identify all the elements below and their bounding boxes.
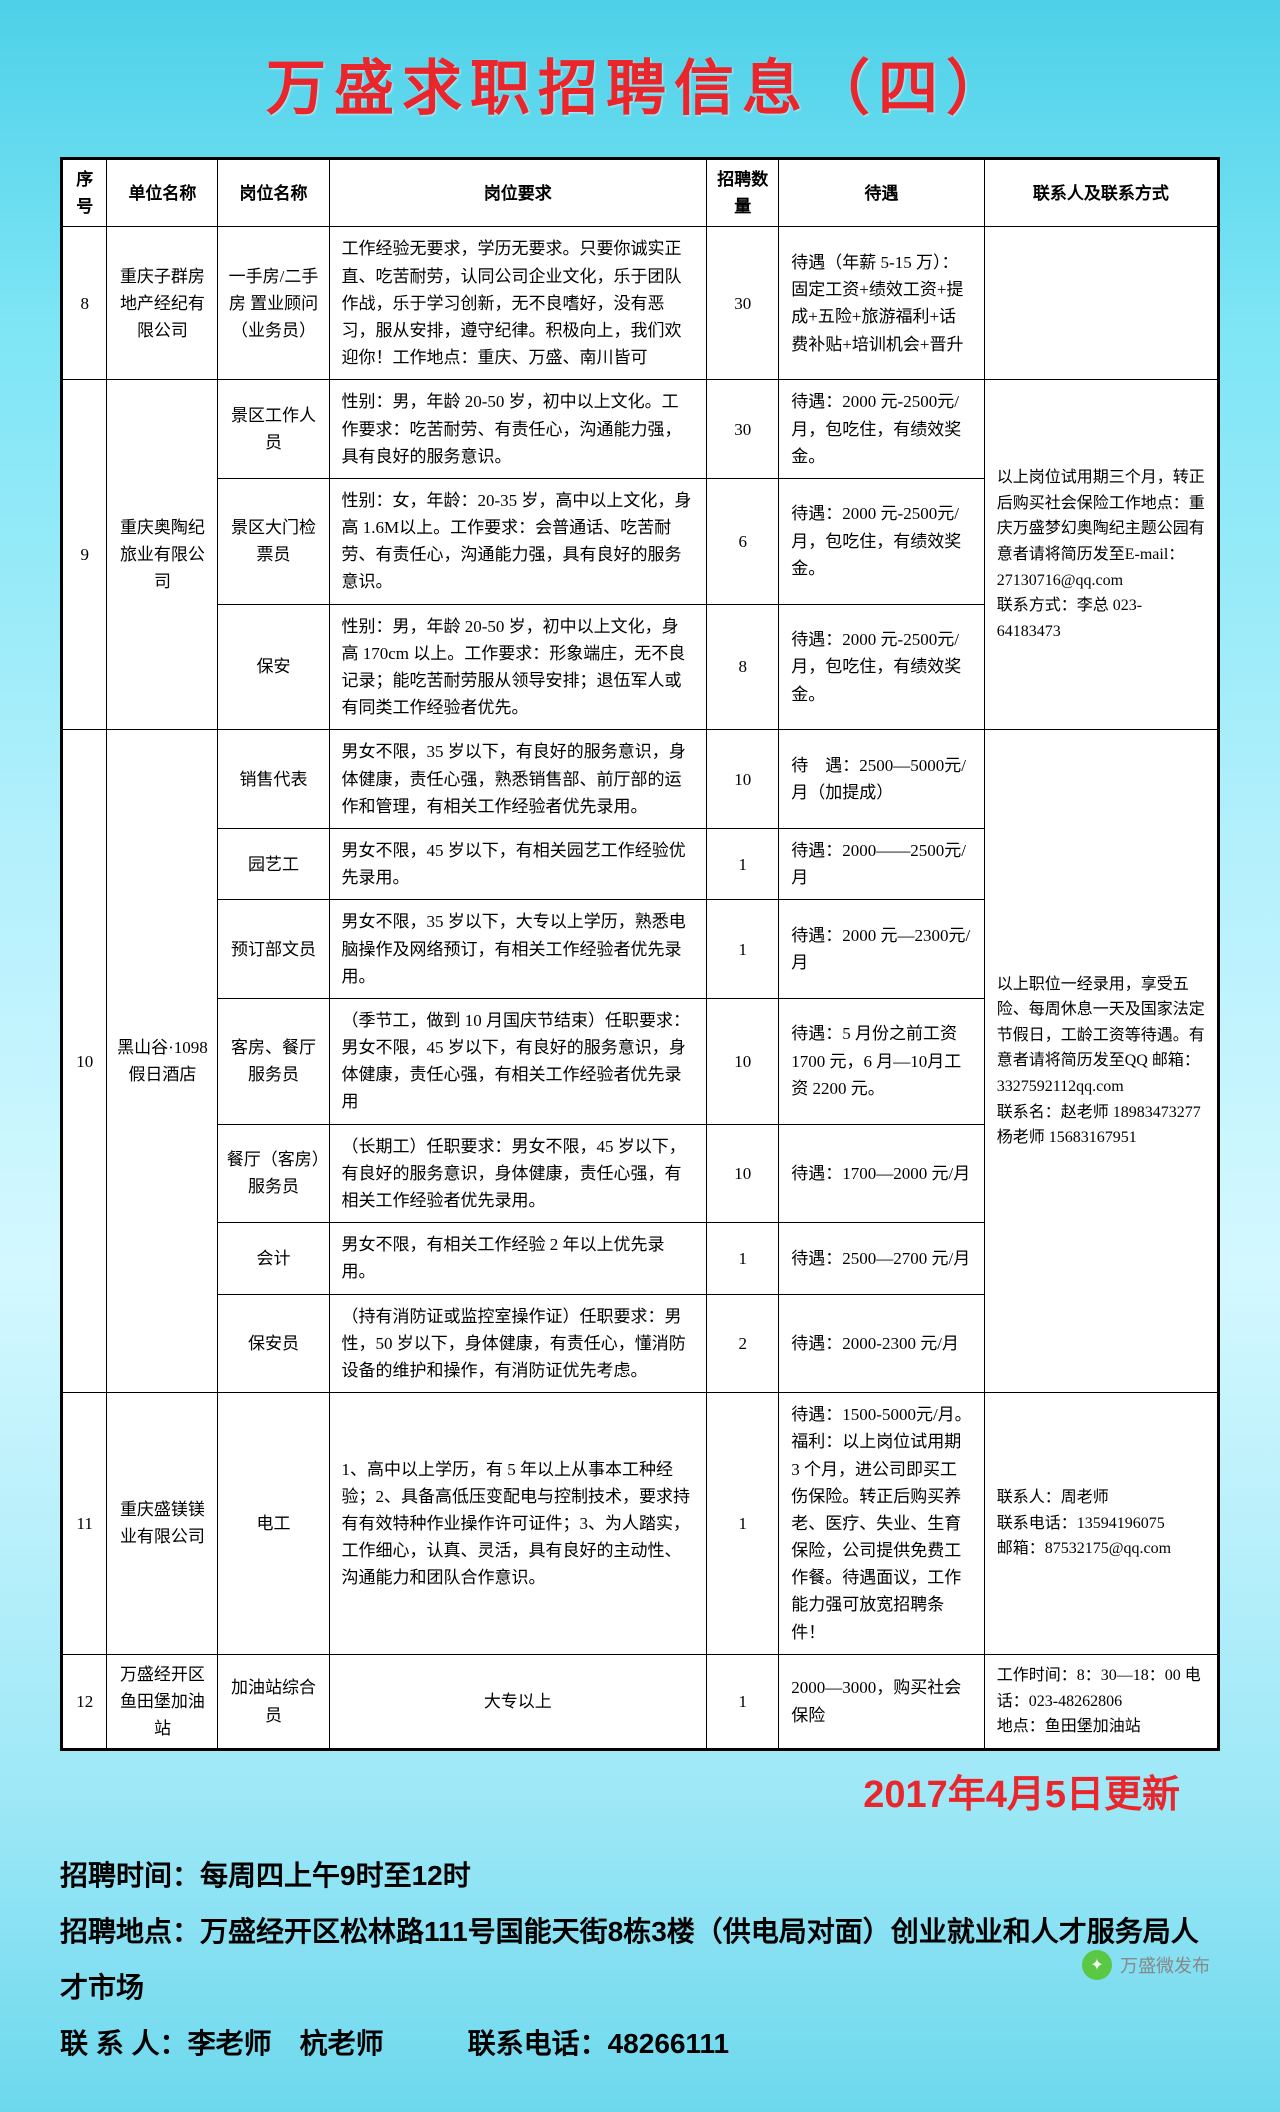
job-table: 序号 单位名称 岗位名称 岗位要求 招聘数量 待遇 联系人及联系方式 8 重庆子… bbox=[62, 159, 1218, 1749]
cell-treat: 待遇：2000 元-2500元/月，包吃住，有绩效奖金。 bbox=[779, 478, 984, 604]
th-treat: 待遇 bbox=[779, 160, 984, 227]
cell-num: 1 bbox=[707, 1223, 779, 1294]
cell-treat: 待遇：2000-2300 元/月 bbox=[779, 1294, 984, 1393]
footer-contact-label: 联 系 人： bbox=[60, 2028, 188, 2059]
cell-num: 30 bbox=[707, 380, 779, 479]
cell-treat: 待遇：2000 元-2500元/月，包吃住，有绩效奖金。 bbox=[779, 380, 984, 479]
footer-contact-value: 李老师 杭老师 bbox=[188, 2028, 384, 2059]
cell-comp: 重庆盛镁镁业有限公司 bbox=[107, 1393, 218, 1655]
cell-comp: 黑山谷·1098 假日酒店 bbox=[107, 730, 218, 1393]
cell-req: 工作经验无要求，学历无要求。只要你诚实正直、吃苦耐劳，认同公司企业文化，乐于团队… bbox=[329, 227, 707, 380]
cell-treat: 2000—3000，购买社会保险 bbox=[779, 1654, 984, 1749]
cell-treat: 待遇：2000 元-2500元/月，包吃住，有绩效奖金。 bbox=[779, 604, 984, 730]
cell-req: 性别：男，年龄 20-50 岁，初中以上文化，身高 170cm 以上。工作要求：… bbox=[329, 604, 707, 730]
cell-seq: 10 bbox=[63, 730, 107, 1393]
cell-treat: 待遇：1500-5000元/月。福利：以上岗位试用期 3 个月，进公司即买工伤保… bbox=[779, 1393, 984, 1655]
footer-info: 招聘时间：每周四上午9时至12时 招聘地点：万盛经开区松林路111号国能天街8栋… bbox=[60, 1848, 1220, 2072]
footer-phone-value: 48266111 bbox=[608, 2028, 730, 2059]
cell-req: 男女不限，35 岁以下，有良好的服务意识，身体健康，责任心强，熟悉销售部、前厅部… bbox=[329, 730, 707, 829]
cell-req: （长期工）任职要求：男女不限，45 岁以下，有良好的服务意识，身体健康，责任心强… bbox=[329, 1124, 707, 1223]
cell-comp: 重庆子群房地产经纪有限公司 bbox=[107, 227, 218, 380]
footer-addr-value: 万盛经开区松林路111号国能天街8栋3楼（供电局对面）创业就业和人才服务局人才市… bbox=[60, 1916, 1199, 2003]
cell-pos: 景区工作人员 bbox=[218, 380, 329, 479]
cell-treat: 待遇：5 月份之前工资 1700 元，6 月—10月工资 2200 元。 bbox=[779, 998, 984, 1124]
cell-num: 2 bbox=[707, 1294, 779, 1393]
table-row: 12 万盛经开区鱼田堡加油站 加油站综合员 大专以上 1 2000—3000，购… bbox=[63, 1654, 1218, 1749]
cell-num: 1 bbox=[707, 1393, 779, 1655]
cell-pos: 园艺工 bbox=[218, 828, 329, 899]
cell-contact: 联系人：周老师联系电话：13594196075邮箱：87532175@qq.co… bbox=[984, 1393, 1217, 1655]
cell-pos: 会计 bbox=[218, 1223, 329, 1294]
page-title: 万盛求职招聘信息（四） bbox=[60, 40, 1220, 127]
cell-pos: 景区大门检票员 bbox=[218, 478, 329, 604]
th-contact: 联系人及联系方式 bbox=[984, 160, 1217, 227]
footer-phone-label: 联系电话： bbox=[468, 2028, 608, 2059]
watermark: ✦ 万盛微发布 bbox=[1082, 1950, 1210, 1980]
cell-req: 性别：女，年龄：20-35 岁，高中以上文化，身高 1.6M以上。工作要求：会普… bbox=[329, 478, 707, 604]
cell-treat: 待 遇：2500—5000元/月（加提成） bbox=[779, 730, 984, 829]
cell-pos: 一手房/二手房 置业顾问（业务员） bbox=[218, 227, 329, 380]
table-header-row: 序号 单位名称 岗位名称 岗位要求 招聘数量 待遇 联系人及联系方式 bbox=[63, 160, 1218, 227]
cell-num: 30 bbox=[707, 227, 779, 380]
cell-contact: 以上岗位试用期三个月，转正后购买社会保险工作地点：重庆万盛梦幻奥陶纪主题公园有意… bbox=[984, 380, 1217, 730]
footer-addr-label: 招聘地点： bbox=[60, 1916, 200, 1947]
cell-pos: 预订部文员 bbox=[218, 900, 329, 999]
cell-num: 1 bbox=[707, 900, 779, 999]
cell-req: （季节工，做到 10 月国庆节结束）任职要求：男女不限，45 岁以下，有良好的服… bbox=[329, 998, 707, 1124]
table-row: 8 重庆子群房地产经纪有限公司 一手房/二手房 置业顾问（业务员） 工作经验无要… bbox=[63, 227, 1218, 380]
cell-pos: 客房、餐厅服务员 bbox=[218, 998, 329, 1124]
cell-pos: 保安员 bbox=[218, 1294, 329, 1393]
cell-num: 1 bbox=[707, 1654, 779, 1749]
cell-treat: 待遇（年薪 5-15 万）：固定工资+绩效工资+提成+五险+旅游福利+话费补贴+… bbox=[779, 227, 984, 380]
cell-comp: 万盛经开区鱼田堡加油站 bbox=[107, 1654, 218, 1749]
cell-comp: 重庆奥陶纪旅业有限公司 bbox=[107, 380, 218, 730]
cell-req: 男女不限，35 岁以下，大专以上学历，熟悉电脑操作及网络预订，有相关工作经验者优… bbox=[329, 900, 707, 999]
cell-num: 10 bbox=[707, 730, 779, 829]
cell-contact: 以上职位一经录用，享受五险、每周休息一天及国家法定节假日，工龄工资等待遇。有意者… bbox=[984, 730, 1217, 1393]
th-seq: 序号 bbox=[63, 160, 107, 227]
cell-seq: 11 bbox=[63, 1393, 107, 1655]
cell-num: 8 bbox=[707, 604, 779, 730]
cell-num: 6 bbox=[707, 478, 779, 604]
cell-num: 10 bbox=[707, 1124, 779, 1223]
cell-req: 男女不限，有相关工作经验 2 年以上优先录用。 bbox=[329, 1223, 707, 1294]
footer-time-value: 每周四上午9时至12时 bbox=[200, 1860, 471, 1891]
cell-seq: 9 bbox=[63, 380, 107, 730]
cell-seq: 8 bbox=[63, 227, 107, 380]
cell-treat: 待遇：1700—2000 元/月 bbox=[779, 1124, 984, 1223]
table-row: 10 黑山谷·1098 假日酒店 销售代表 男女不限，35 岁以下，有良好的服务… bbox=[63, 730, 1218, 829]
update-date: 2017年4月5日更新 bbox=[60, 1763, 1220, 1818]
watermark-text: 万盛微发布 bbox=[1120, 1952, 1210, 1978]
footer-time-label: 招聘时间： bbox=[60, 1860, 200, 1891]
th-comp: 单位名称 bbox=[107, 160, 218, 227]
job-table-container: 序号 单位名称 岗位名称 岗位要求 招聘数量 待遇 联系人及联系方式 8 重庆子… bbox=[60, 157, 1220, 1751]
cell-pos: 电工 bbox=[218, 1393, 329, 1655]
wechat-icon: ✦ bbox=[1082, 1950, 1112, 1980]
cell-contact bbox=[984, 227, 1217, 380]
cell-contact: 工作时间：8：30—18：00 电话：023-48262806地点：鱼田堡加油站 bbox=[984, 1654, 1217, 1749]
cell-seq: 12 bbox=[63, 1654, 107, 1749]
th-num: 招聘数量 bbox=[707, 160, 779, 227]
cell-pos: 餐厅（客房）服务员 bbox=[218, 1124, 329, 1223]
cell-pos: 销售代表 bbox=[218, 730, 329, 829]
cell-req: 男女不限，45 岁以下，有相关园艺工作经验优先录用。 bbox=[329, 828, 707, 899]
cell-treat: 待遇：2500—2700 元/月 bbox=[779, 1223, 984, 1294]
cell-treat: 待遇：2000——2500元/月 bbox=[779, 828, 984, 899]
cell-num: 1 bbox=[707, 828, 779, 899]
cell-req: 性别：男，年龄 20-50 岁，初中以上文化。工作要求：吃苦耐劳、有责任心，沟通… bbox=[329, 380, 707, 479]
table-row: 9 重庆奥陶纪旅业有限公司 景区工作人员 性别：男，年龄 20-50 岁，初中以… bbox=[63, 380, 1218, 479]
th-req: 岗位要求 bbox=[329, 160, 707, 227]
cell-num: 10 bbox=[707, 998, 779, 1124]
cell-pos: 保安 bbox=[218, 604, 329, 730]
cell-pos: 加油站综合员 bbox=[218, 1654, 329, 1749]
cell-req: 大专以上 bbox=[329, 1654, 707, 1749]
cell-treat: 待遇：2000 元—2300元/月 bbox=[779, 900, 984, 999]
table-row: 11 重庆盛镁镁业有限公司 电工 1、高中以上学历，有 5 年以上从事本工种经验… bbox=[63, 1393, 1218, 1655]
cell-req: 1、高中以上学历，有 5 年以上从事本工种经验；2、具备高低压变配电与控制技术，… bbox=[329, 1393, 707, 1655]
th-pos: 岗位名称 bbox=[218, 160, 329, 227]
cell-req: （持有消防证或监控室操作证）任职要求：男性，50 岁以下，身体健康，有责任心，懂… bbox=[329, 1294, 707, 1393]
